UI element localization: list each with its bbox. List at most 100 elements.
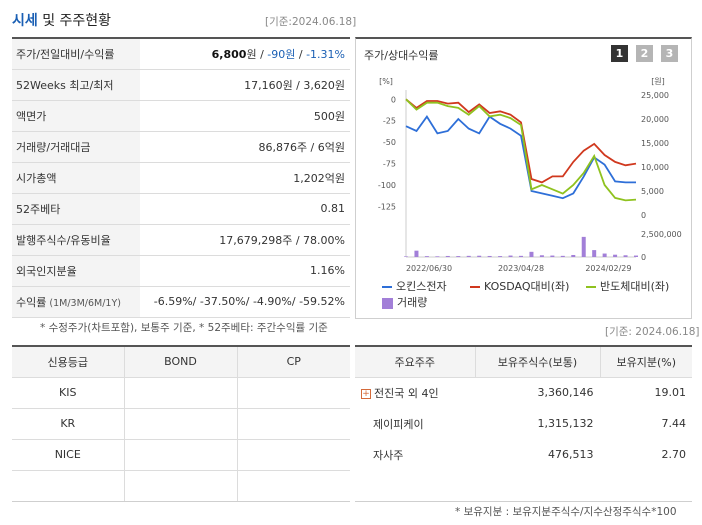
row-label: 수익률 (1M/3M/6M/1Y): [12, 286, 140, 318]
percent-cell: 2.70: [661, 448, 687, 461]
table-row: 발행주식수/유동비율 17,679,298주 / 78.00%: [12, 224, 350, 256]
shares-cell: 1,315,132: [475, 408, 601, 439]
table-row: [355, 470, 692, 502]
holder-name-cell: 제이피케이: [355, 408, 476, 439]
chart-reference-date: [기준: 2024.06.18]: [605, 326, 700, 338]
row-label: 거래량/거래대금: [12, 131, 140, 163]
column-header: BOND: [124, 346, 238, 378]
table-header-row: 신용등급 BOND CP: [12, 346, 350, 378]
cp-cell: [237, 377, 350, 409]
table-row: 외국인지분율 1.16%: [12, 255, 350, 287]
row-value: 86,876주 / 6억원: [140, 131, 350, 163]
price-change: -90원: [267, 47, 296, 61]
bond-cell: [124, 408, 238, 440]
price-unit: 원: [246, 47, 257, 61]
table-row: [12, 470, 350, 502]
volume-bar: [602, 253, 607, 257]
cp-cell: [237, 439, 350, 471]
legend-line-icon: [382, 286, 392, 288]
legend-item-kosdaq: KOSDAQ대비(좌): [470, 278, 569, 294]
agency-cell: NICE: [12, 439, 125, 471]
shares-cell: 476,513: [475, 439, 601, 470]
return-periods: (1M/3M/6M/1Y): [46, 297, 121, 309]
row-label: 발행주식수/유동비율: [12, 224, 140, 256]
bond-cell: [124, 439, 238, 471]
quote-table: 주가/전일대비/수익률 6,800원 / -90원 / -1.31% 52Wee…: [12, 37, 350, 318]
percent-cell: 7.44: [661, 417, 687, 430]
chart-page-1-button[interactable]: 1: [611, 45, 628, 62]
major-shareholders-table: 주요주주 보유주식수(보통) 보유지분(%) + 전진국 외 4인 3,360,1…: [355, 345, 692, 502]
chart-page-3-button[interactable]: 3: [661, 45, 678, 62]
x-tick-label: 2022/06/30: [406, 264, 452, 273]
bond-cell: [124, 470, 238, 502]
volume-bar: [613, 254, 618, 257]
row-label: 52주베타: [12, 193, 140, 225]
right-tick-label: 0: [641, 211, 646, 220]
cp-cell: [237, 408, 350, 440]
table-row: 액면가 500원: [12, 100, 350, 132]
row-label: 외국인지분율: [12, 255, 140, 287]
legend-item-stock: 오킨스전자: [382, 278, 447, 294]
agency-cell: KR: [12, 408, 125, 440]
holder-name-cell: 자사주: [355, 439, 476, 470]
column-header: 보유지분(%): [600, 346, 692, 378]
shares-cell: [475, 470, 601, 502]
volume-bar: [634, 255, 638, 257]
left-tick-label: -25: [383, 117, 396, 126]
row-label: 주가/전일대비/수익률: [12, 38, 140, 70]
left-tick-label: 0: [391, 95, 396, 104]
volume-bar: [487, 255, 492, 257]
page-title: 시세 및 주주현황: [12, 10, 111, 30]
table-row: 거래량/거래대금 86,876주 / 6억원: [12, 131, 350, 163]
title-highlight: 시세: [12, 13, 38, 29]
chart-panel: 주가/상대수익률 1 2 3 [%] [원] 0 -25 -50 -75 -100 -125 2…: [355, 37, 692, 319]
row-value: 1.16%: [140, 255, 350, 287]
separator: /: [295, 47, 307, 61]
credit-rating-table: 신용등급 BOND CP KIS KR NICE: [12, 345, 350, 502]
column-header: CP: [237, 346, 350, 378]
chart-page-2-button[interactable]: 2: [636, 45, 653, 62]
legend-line-icon: [470, 286, 480, 288]
reference-date: [기준:2024.06.18]: [265, 16, 357, 28]
holder-name-cell[interactable]: + 전진국 외 4인: [355, 377, 476, 408]
column-header: 주요주주: [355, 346, 476, 378]
legend-line-icon: [586, 286, 596, 288]
row-label: 시가총액: [12, 162, 140, 194]
price-relative-return-chart: [%] [원] 0 -25 -50 -75 -100 -125 25,000 20,000 15,0…: [378, 77, 682, 273]
chart-title: 주가/상대수익률: [364, 49, 439, 62]
left-tick-label: -125: [378, 202, 396, 211]
volume-bar: [519, 255, 523, 257]
table-header-row: 주요주주 보유주식수(보통) 보유지분(%): [355, 346, 692, 378]
separator: /: [256, 47, 268, 61]
series-line: [405, 98, 637, 184]
legend-label: 반도체대비(좌): [600, 280, 670, 293]
table-row: 주가/전일대비/수익률 6,800원 / -90원 / -1.31%: [12, 38, 350, 70]
holder-name: 전진국 외 4인: [374, 386, 439, 400]
holders-footnote: * 보유지분 : 보유지분주식수/지수산정주식수*100: [455, 506, 677, 518]
expand-plus-icon[interactable]: +: [361, 388, 371, 399]
legend-label: KOSDAQ대비(좌): [484, 280, 570, 293]
x-tick-label: 2024/02/29: [585, 264, 631, 273]
row-label: 52Weeks 최고/최저: [12, 69, 140, 101]
volume-bar: [445, 255, 450, 257]
row-label: 액면가: [12, 100, 140, 132]
quote-footnote: * 수정주가(차트포함), 보통주 기준, * 52주베타: 주간수익률 기준: [40, 322, 328, 334]
column-header: 보유주식수(보통): [475, 346, 601, 378]
table-row: 시가총액 1,202억원: [12, 162, 350, 194]
legend-label: 오킨스전자: [396, 280, 447, 293]
right-tick-label: 10,000: [641, 163, 669, 172]
row-value: 1,202억원: [140, 162, 350, 194]
volume-bar: [498, 256, 503, 257]
holder-name-cell: [355, 470, 476, 502]
return-values: -6.59%/ -37.50%/ -4.90%/ -59.52%: [140, 286, 350, 318]
right-tick-label: 5,000: [641, 187, 664, 196]
x-tick-label: 2023/04/28: [498, 264, 544, 273]
left-tick-label: -100: [378, 181, 396, 190]
table-row: 수익률 (1M/3M/6M/1Y) -6.59%/ -37.50%/ -4.90…: [12, 286, 350, 318]
volume-bar: [592, 250, 597, 257]
table-row: + 전진국 외 4인 3,360,146 19.01: [355, 377, 692, 408]
right-tick-label: 20,000: [641, 115, 669, 124]
volume-bar: [623, 255, 628, 257]
volume-bar: [466, 255, 471, 257]
volume-bar: [581, 236, 586, 257]
